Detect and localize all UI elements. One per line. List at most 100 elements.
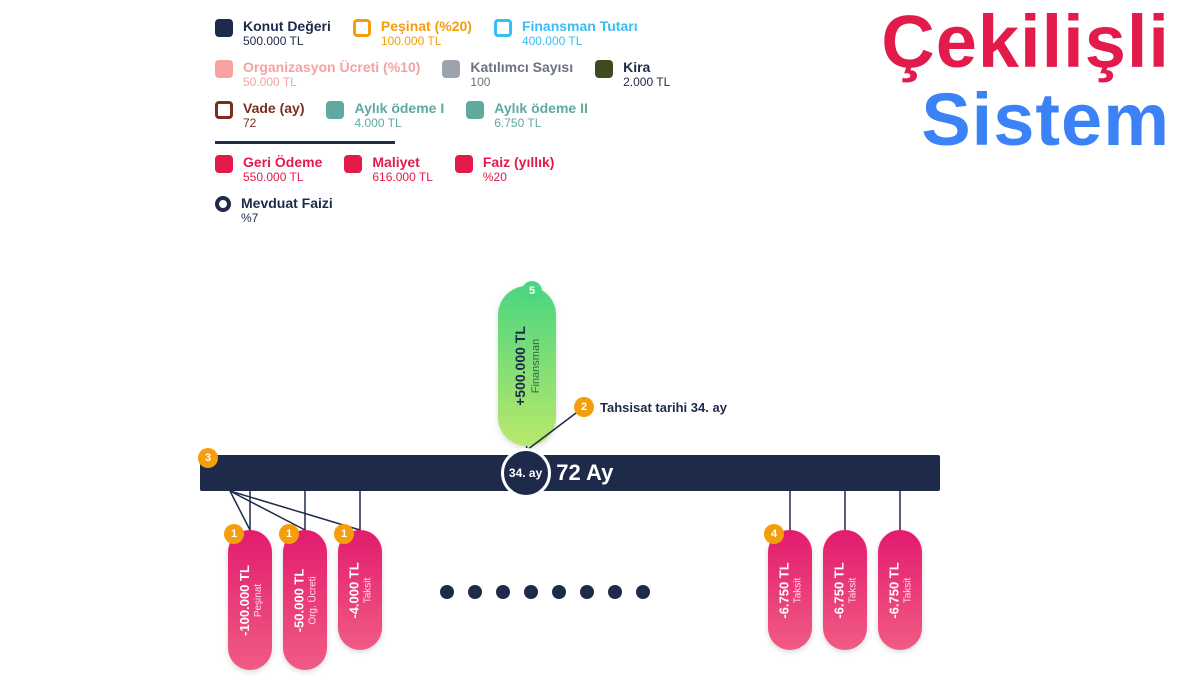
payment-pill-amount: -6.750 TL <box>887 562 902 618</box>
legend-swatch <box>215 155 233 173</box>
ellipsis-dot <box>496 585 510 599</box>
ellipsis-dot <box>440 585 454 599</box>
legend-swatch <box>215 101 233 119</box>
ellipsis-dot <box>608 585 622 599</box>
tahsisat-label: Tahsisat tarihi 34. ay <box>600 400 727 415</box>
legend-swatch <box>442 60 460 78</box>
legend-item-label: Konut Değeri <box>243 18 331 34</box>
payment-pill-amount: -100.000 TL <box>237 565 252 636</box>
legend-item-value: 2.000 TL <box>623 76 670 90</box>
marker-label: 34. ay <box>509 466 542 480</box>
payment-pill-label: Taksit <box>363 562 374 618</box>
legend-item: Kira2.000 TL <box>595 59 670 90</box>
legend: Konut Değeri500.000 TL Peşinat (%20)100.0… <box>215 18 735 235</box>
main-title: Çekilişli Sistem <box>881 5 1170 157</box>
payment-pill-amount: -50.000 TL <box>292 568 307 632</box>
legend-swatch <box>215 19 233 37</box>
legend-swatch <box>344 155 362 173</box>
payment-pill: -6.750 TLTaksit <box>878 530 922 650</box>
legend-item: Aylık ödeme I4.000 TL <box>326 100 444 131</box>
legend-item: Mevduat Faizi%7 <box>215 195 333 226</box>
payment-pill-number-dot: 1 <box>224 524 244 544</box>
legend-item-value: 50.000 TL <box>243 76 420 90</box>
ellipsis-dots <box>440 585 650 599</box>
payment-pill: -50.000 TLOrg. Ücreti <box>283 530 327 670</box>
title-line-1: Çekilişli <box>881 5 1170 79</box>
legend-item-label: Finansman Tutarı <box>522 18 638 34</box>
legend-item-label: Organizasyon Ücreti (%10) <box>243 59 420 75</box>
legend-swatch <box>326 101 344 119</box>
legend-divider <box>215 141 395 144</box>
legend-item: Organizasyon Ücreti (%10)50.000 TL <box>215 59 420 90</box>
legend-item-label: Mevduat Faizi <box>241 195 333 211</box>
legend-item: Konut Değeri500.000 TL <box>215 18 331 49</box>
payment-pill-amount: -4.000 TL <box>347 562 362 618</box>
legend-item-label: Vade (ay) <box>243 100 304 116</box>
legend-row: Vade (ay)72 Aylık ödeme I4.000 TLAylık öd… <box>215 100 735 131</box>
timeline-marker: 34. ay <box>501 448 551 498</box>
timeline-left-number-dot: 3 <box>198 448 218 468</box>
legend-item-value: %20 <box>483 171 555 185</box>
ellipsis-dot <box>580 585 594 599</box>
legend-item: Faiz (yıllık)%20 <box>455 154 555 185</box>
legend-row: Konut Değeri500.000 TL Peşinat (%20)100.0… <box>215 18 735 49</box>
legend-item: Finansman Tutarı400.000 TL <box>494 18 638 49</box>
finansman-amount: +500.000 TL <box>512 326 528 406</box>
legend-last-row: Mevduat Faizi%7 <box>215 195 735 226</box>
ellipsis-dot <box>636 585 650 599</box>
payment-pill-label: Taksit <box>903 562 914 618</box>
legend-item-value: 100 <box>470 76 573 90</box>
legend-item-label: Maliyet <box>372 154 433 170</box>
legend-item-label: Peşinat (%20) <box>381 18 472 34</box>
legend-swatch <box>215 196 231 212</box>
ellipsis-dot <box>468 585 482 599</box>
legend-item-label: Kira <box>623 59 670 75</box>
payment-pill: -6.750 TLTaksit <box>823 530 867 650</box>
legend-item-value: 4.000 TL <box>354 117 444 131</box>
page: Çekilişli Sistem Konut Değeri500.000 TL P… <box>0 0 1200 683</box>
legend-item-label: Geri Ödeme <box>243 154 322 170</box>
legend-swatch <box>595 60 613 78</box>
legend-item: Katılımcı Sayısı100 <box>442 59 573 90</box>
timeline-track: 72 Ay 34. ay <box>200 455 940 491</box>
legend-swatch <box>466 101 484 119</box>
timeline-track-label: 72 Ay <box>556 460 613 486</box>
payment-pill-label: Org. Ücreti <box>308 568 319 632</box>
finansman-pill: +500.000 TL Finansman <box>498 286 556 446</box>
payment-pill-amount: -6.750 TL <box>777 562 792 618</box>
legend-swatch <box>494 19 512 37</box>
legend-rows: Konut Değeri500.000 TL Peşinat (%20)100.0… <box>215 18 735 131</box>
legend-item: Maliyet616.000 TL <box>344 154 433 185</box>
tahsisat-number-dot: 2 <box>574 397 594 417</box>
legend-item-label: Aylık ödeme I <box>354 100 444 116</box>
legend-item-value: 400.000 TL <box>522 35 638 49</box>
legend-item: Vade (ay)72 <box>215 100 304 131</box>
legend-item: Peşinat (%20)100.000 TL <box>353 18 472 49</box>
legend-below-divider: Geri Ödeme550.000 TL Maliyet616.000 TL Fai… <box>215 154 735 185</box>
legend-swatch <box>215 60 233 78</box>
legend-item-label: Faiz (yıllık) <box>483 154 555 170</box>
payment-pill: -4.000 TLTaksit <box>338 530 382 650</box>
legend-item-value: 6.750 TL <box>494 117 588 131</box>
legend-item-value: 500.000 TL <box>243 35 331 49</box>
payment-pill: -6.750 TLTaksit <box>768 530 812 650</box>
legend-item-value: 100.000 TL <box>381 35 472 49</box>
ellipsis-dot <box>524 585 538 599</box>
payment-pill-label: Taksit <box>793 562 804 618</box>
legend-item-value: %7 <box>241 212 333 226</box>
finansman-label: Finansman <box>530 326 542 406</box>
payment-pill-number-dot: 1 <box>334 524 354 544</box>
timeline: 72 Ay 34. ay <box>200 455 940 491</box>
legend-item-value: 72 <box>243 117 304 131</box>
finansman-number-dot: 5 <box>522 281 542 301</box>
legend-item-value: 550.000 TL <box>243 171 322 185</box>
legend-item-label: Katılımcı Sayısı <box>470 59 573 75</box>
legend-swatch <box>353 19 371 37</box>
title-line-2: Sistem <box>881 83 1170 157</box>
payment-pill-amount: -6.750 TL <box>832 562 847 618</box>
payment-pill-label: Taksit <box>848 562 859 618</box>
payment-pill-number-dot: 4 <box>764 524 784 544</box>
payment-pill: -100.000 TLPeşinat <box>228 530 272 670</box>
legend-swatch <box>455 155 473 173</box>
payment-pill-label: Peşinat <box>253 565 264 636</box>
